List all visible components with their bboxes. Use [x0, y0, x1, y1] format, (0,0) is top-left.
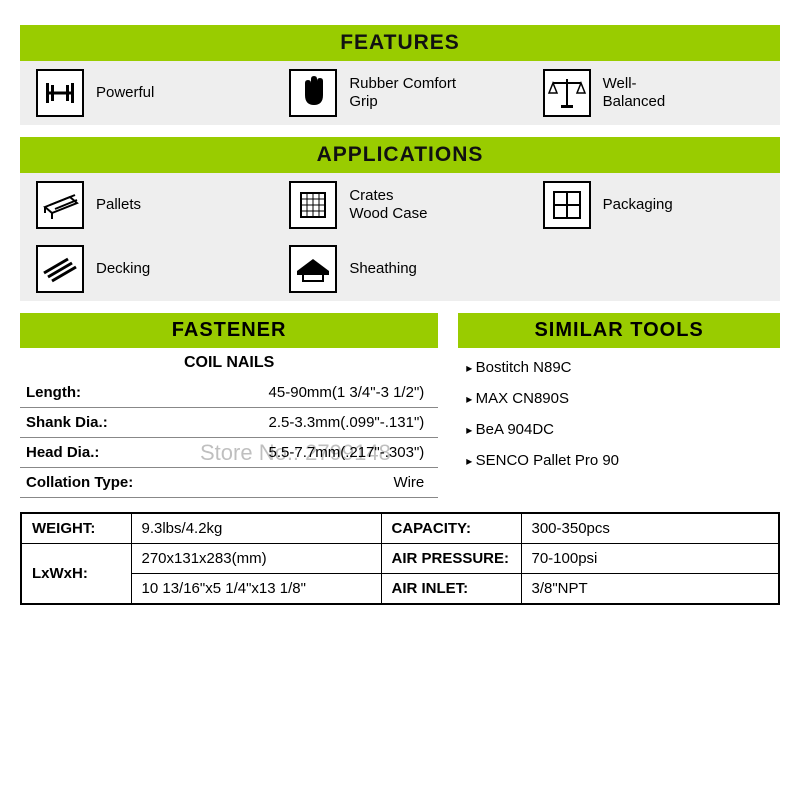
similar-tools-section: SIMILAR TOOLS Bostitch N89C MAX CN890S B… — [458, 313, 780, 498]
crate-icon — [289, 181, 337, 229]
pallet-icon — [36, 181, 84, 229]
spec-value: 270x131x283(mm) — [131, 544, 381, 574]
app-item: Packaging — [527, 181, 780, 229]
fastener-label: Shank Dia.: — [26, 414, 166, 431]
fastener-value: 45-90mm(1 3/4"-3 1/2") — [166, 384, 432, 401]
applications-row-2: Decking Sheathing — [20, 237, 780, 301]
spec-value: 300-350pcs — [521, 513, 779, 544]
app-item: Sheathing — [273, 245, 526, 293]
hand-icon — [289, 69, 337, 117]
feature-item: Powerful — [20, 69, 273, 117]
spec-key: CAPACITY: — [381, 513, 521, 544]
app-item-empty — [527, 245, 780, 293]
fastener-row: Shank Dia.: 2.5-3.3mm(.099"-.131") — [20, 408, 438, 438]
feature-item: Well-Balanced — [527, 69, 780, 117]
sheathing-icon — [289, 245, 337, 293]
app-label: Pallets — [96, 196, 141, 214]
fastener-label: Head Dia.: — [26, 444, 166, 461]
tool-item: Bostitch N89C — [466, 352, 780, 383]
features-header: FEATURES — [20, 25, 780, 61]
app-item: Decking — [20, 245, 273, 293]
decking-icon — [36, 245, 84, 293]
package-icon — [543, 181, 591, 229]
fastener-section: FASTENER COIL NAILS Length: 45-90mm(1 3/… — [20, 313, 438, 498]
fastener-value: 2.5-3.3mm(.099"-.131") — [166, 414, 432, 431]
spec-value: 3/8"NPT — [521, 574, 779, 605]
fastener-label: Collation Type: — [26, 474, 166, 491]
features-row: Powerful Rubber ComfortGrip Well-Balance… — [20, 61, 780, 125]
app-item: CratesWood Case — [273, 181, 526, 229]
fastener-label: Length: — [26, 384, 166, 401]
fastener-row: Length: 45-90mm(1 3/4"-3 1/2") — [20, 378, 438, 408]
spec-value: 10 13/16"x5 1/4"x13 1/8" — [131, 574, 381, 605]
tool-item: SENCO Pallet Pro 90 — [466, 445, 780, 476]
feature-label: Rubber ComfortGrip — [349, 75, 456, 111]
spec-key: LxWxH: — [21, 544, 131, 605]
feature-label: Well-Balanced — [603, 75, 666, 111]
feature-item: Rubber ComfortGrip — [273, 69, 526, 117]
applications-header: APPLICATIONS — [20, 137, 780, 173]
fastener-value: Wire — [166, 474, 432, 491]
fastener-subtitle: COIL NAILS — [20, 348, 438, 378]
specs-table: WEIGHT: 9.3lbs/4.2kg CAPACITY: 300-350pc… — [20, 512, 780, 605]
tool-item: MAX CN890S — [466, 383, 780, 414]
applications-row-1: Pallets CratesWood Case Packaging — [20, 173, 780, 237]
feature-label: Powerful — [96, 84, 154, 102]
similar-tools-header: SIMILAR TOOLS — [458, 313, 780, 348]
scale-icon — [543, 69, 591, 117]
tool-item: BeA 904DC — [466, 414, 780, 445]
app-label: Packaging — [603, 196, 673, 214]
app-item: Pallets — [20, 181, 273, 229]
spec-key: AIR PRESSURE: — [381, 544, 521, 574]
spec-value: 70-100psi — [521, 544, 779, 574]
spec-value: 9.3lbs/4.2kg — [131, 513, 381, 544]
fastener-row: Collation Type: Wire — [20, 468, 438, 498]
app-label: Sheathing — [349, 260, 417, 278]
barbell-icon — [36, 69, 84, 117]
fastener-header: FASTENER — [20, 313, 438, 348]
fastener-row: Head Dia.: 5.5-7.7mm(.217"-.303") — [20, 438, 438, 468]
app-label: CratesWood Case — [349, 187, 427, 223]
fastener-value: 5.5-7.7mm(.217"-.303") — [166, 444, 432, 461]
app-label: Decking — [96, 260, 150, 278]
spec-key: AIR INLET: — [381, 574, 521, 605]
spec-key: WEIGHT: — [21, 513, 131, 544]
